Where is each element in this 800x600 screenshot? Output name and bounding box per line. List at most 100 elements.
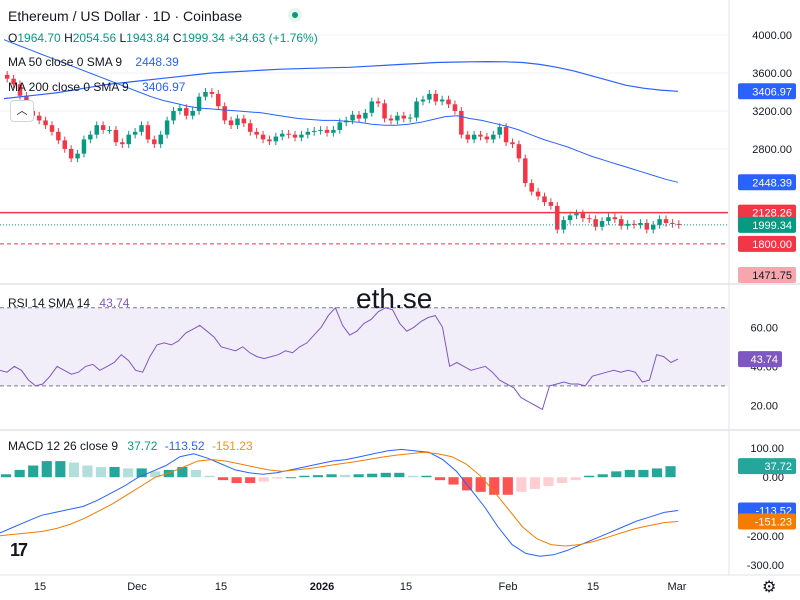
signal-line-tag-text: -151.23 (755, 517, 792, 529)
macd-histogram-bar (68, 462, 79, 478)
candle-body (100, 125, 106, 130)
ma200-legend[interactable]: MA 200 close 0 SMA 9 3406.97 (8, 80, 185, 94)
candle-body (542, 196, 547, 203)
macd-histogram-bar (638, 469, 649, 478)
macd-hist-value: 37.72 (127, 439, 158, 453)
time-tick-label: Dec (127, 581, 147, 593)
ma50-price-tag-text: 2448.39 (752, 177, 792, 189)
candle-body (177, 108, 183, 111)
ma50-line (3, 39, 679, 183)
price-tick-label: 3600.00 (752, 68, 792, 80)
macd-hist-tag (738, 458, 796, 475)
signal-line-tag (738, 513, 796, 530)
candle-body (587, 218, 592, 220)
low-value: 1943.84 (126, 31, 170, 45)
candle-body (4, 74, 10, 79)
candle-body (484, 136, 490, 140)
candle-body (676, 223, 682, 225)
change-value: +34.63 (+1.76%) (228, 31, 318, 45)
candle-body (420, 99, 426, 102)
symbol-title[interactable]: Ethereum / US Dollar · 1D · Coinbase (8, 8, 243, 24)
candle-body (81, 139, 87, 154)
tradingview-logo-icon[interactable]: 17 (10, 540, 28, 560)
close-label: C (172, 31, 182, 45)
macd-histogram-bar (624, 469, 635, 478)
low-label: L (119, 31, 127, 45)
macd-histogram-bar (177, 466, 188, 478)
rsi-line (0, 306, 679, 411)
macd-label: MACD 12 26 close 9 (8, 439, 119, 453)
price-tick-label: 3200.00 (752, 106, 792, 118)
time-tick-label: 15 (587, 581, 599, 593)
rsi-tick-label: 20.00 (750, 400, 778, 412)
open-label: O (8, 31, 18, 45)
candle-body (427, 93, 432, 100)
rsi-value-tag (738, 351, 782, 368)
high-value: 2054.56 (72, 31, 117, 45)
candle-body (516, 144, 522, 159)
low-price-tag (738, 267, 796, 283)
candle-body (433, 93, 438, 102)
candle-body (267, 139, 272, 142)
candle-body (663, 219, 669, 223)
macd-histogram-bar (150, 471, 161, 478)
candle-body (331, 129, 336, 133)
macd-histogram-bar (231, 477, 242, 484)
chevron-up-icon: ︿ (16, 105, 28, 117)
candle-body (523, 158, 528, 184)
ma50-legend[interactable]: MA 50 close 0 SMA 9 2448.39 (8, 55, 179, 69)
candle-body (107, 129, 112, 131)
candle-body (68, 148, 74, 159)
candle-body (497, 127, 502, 135)
ma200-price-tag (738, 83, 796, 100)
candle-body (311, 130, 317, 132)
candle-body (132, 131, 138, 135)
candle-body (286, 133, 291, 135)
candle-body (644, 222, 650, 230)
candle-body (356, 114, 362, 119)
candle-body (446, 99, 451, 105)
candle-body (503, 127, 509, 143)
macd-histogram-bar (204, 475, 215, 478)
candle-body (196, 96, 202, 111)
time-tick-label: Mar (668, 581, 687, 593)
candle-body (324, 129, 330, 133)
macd-histogram-bar (163, 469, 174, 478)
macd-histogram-bar (651, 468, 663, 478)
macd-histogram-bar (285, 477, 296, 479)
macd-histogram-bar (556, 477, 568, 484)
rsi-value-tag-text: 43.74 (750, 354, 778, 366)
candle-body (465, 134, 470, 140)
candle-body (375, 101, 381, 104)
gear-icon[interactable]: ⚙ (762, 579, 777, 596)
candle-body (62, 140, 68, 149)
rsi-label: RSI 14 SMA 14 (8, 296, 91, 310)
close-value: 1999.34 (181, 31, 225, 45)
candle-body (145, 125, 151, 140)
macd-histogram-bar (312, 475, 324, 478)
macd-histogram-bar (217, 477, 229, 481)
candle-body (638, 222, 643, 225)
candle-body (529, 183, 534, 192)
macd-legend[interactable]: MACD 12 26 close 9 37.72 -113.52 -151.23 (8, 439, 253, 453)
macd-histogram-bar (299, 475, 310, 478)
macd-histogram-bar (665, 466, 676, 478)
resistance-price-tag-text: 2128.26 (752, 208, 792, 220)
rsi-legend[interactable]: RSI 14 SMA 14 43.74 (8, 296, 129, 310)
open-value: 1964.70 (17, 31, 61, 45)
macd-histogram-bar (245, 477, 256, 484)
macd-histogram-bar (611, 471, 622, 478)
candle-body (580, 213, 586, 219)
candle-body (17, 84, 23, 96)
macd-histogram-bar (353, 474, 364, 478)
candle-body (369, 101, 375, 113)
candle-body (292, 134, 298, 138)
time-tick-label: 15 (400, 581, 412, 593)
signal-line (0, 451, 679, 547)
ma50-price-tag (738, 174, 796, 191)
collapse-legend-button[interactable]: ︿ (10, 100, 34, 122)
macd-hist-tag-text: 37.72 (764, 461, 792, 473)
time-tick-label: 15 (34, 581, 46, 593)
candle-body (606, 217, 611, 222)
